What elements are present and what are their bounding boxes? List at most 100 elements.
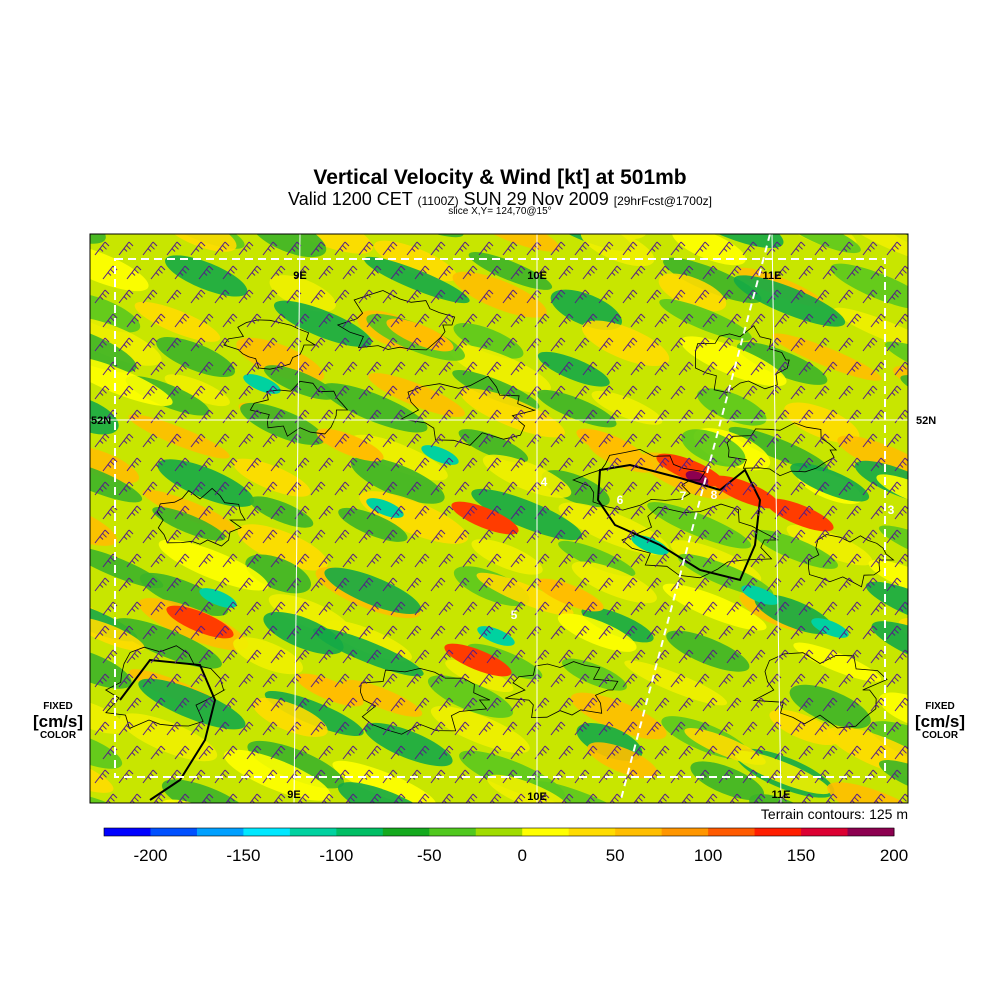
wind-barb [150,265,166,280]
wind-barb [318,553,334,568]
wind-barb [654,265,670,280]
wind-barb [166,769,182,784]
field-blob [869,721,908,774]
wind-barb [270,313,286,328]
wind-barb [118,577,134,592]
field-blob [728,426,829,472]
wind-barb [486,265,502,280]
wind-barb [430,577,446,592]
field-blob [591,390,663,425]
wind-barb [702,313,718,328]
wind-barb [190,529,206,544]
wind-barb [646,241,662,256]
wind-barb [838,241,854,256]
wind-barb [870,745,886,760]
wind-barb [417,793,430,803]
wind-barb [838,577,854,592]
wind-barb [502,337,518,352]
wind-barb [486,409,502,424]
wind-barb [198,361,214,376]
wind-barb [294,601,310,616]
wind-barb [318,265,334,280]
wind-barb [118,385,134,400]
wind-barb [390,745,406,760]
wind-barb [382,529,398,544]
wind-barb [630,265,646,280]
wind-barb [798,601,814,616]
wind-barb [438,601,454,616]
wind-barb [366,505,382,520]
wind-barb [166,577,182,592]
wind-barb [310,337,326,352]
field-blob [90,355,173,406]
wind-barb [790,673,806,688]
wind-barb [222,649,238,664]
field-blob [571,561,657,604]
wind-barb [894,313,908,328]
wind-barb [342,409,358,424]
wind-barb [846,697,862,712]
wind-barb [174,649,190,664]
wind-barb [214,289,230,304]
wind-barb [198,553,214,568]
wind-barb [166,529,182,544]
wind-barb [502,289,518,304]
wind-barb [102,457,118,472]
wind-barb [558,697,574,712]
wind-barb [262,337,278,352]
wind-barb [774,313,790,328]
field-blob [156,337,236,378]
field-blob [233,637,303,675]
point-label-6: 6 [617,493,624,507]
field-blob [663,257,762,304]
wind-barb [822,649,838,664]
wind-barb [886,625,902,640]
wind-barb [574,289,590,304]
wind-barb [822,409,838,424]
wind-barb [430,337,446,352]
wind-barb [646,481,662,496]
field-blob [482,454,572,498]
wind-barb [657,793,670,803]
wind-barb [310,433,326,448]
wind-barb [366,601,382,616]
lon-label-9e-top: 9E [293,270,306,282]
wind-barb [174,745,190,760]
wind-barb [582,313,598,328]
wind-barb [846,649,862,664]
wind-barb [406,241,422,256]
wind-barb [718,337,734,352]
wind-barb [606,313,622,328]
wind-barb [510,505,526,520]
wind-barb [502,673,518,688]
wind-barb [342,313,358,328]
wind-barb [454,433,470,448]
wind-barb [438,265,454,280]
wind-barb [502,385,518,400]
wind-barb [558,313,574,328]
wind-barb [430,433,446,448]
wind-barb [774,265,790,280]
wind-barb [598,289,614,304]
wind-barb [622,241,638,256]
wind-barb [894,697,908,712]
wind-barb [214,721,230,736]
utc-time: (1100Z) [417,194,459,208]
wind-barb [294,361,310,376]
wind-barb [142,481,158,496]
wind-barb [790,433,806,448]
wind-barb [862,241,878,256]
wind-barb [550,673,566,688]
wind-barb [478,385,494,400]
wind-barb [414,505,430,520]
wind-barb [102,313,118,328]
wind-barb [510,649,526,664]
wind-barb [366,745,382,760]
color-label: COLOR [39,730,77,741]
wind-barb [142,577,158,592]
field-blob [90,323,137,373]
wind-barb [654,409,670,424]
wind-barb [198,505,214,520]
wind-barb [678,697,694,712]
wind-barb [798,457,814,472]
